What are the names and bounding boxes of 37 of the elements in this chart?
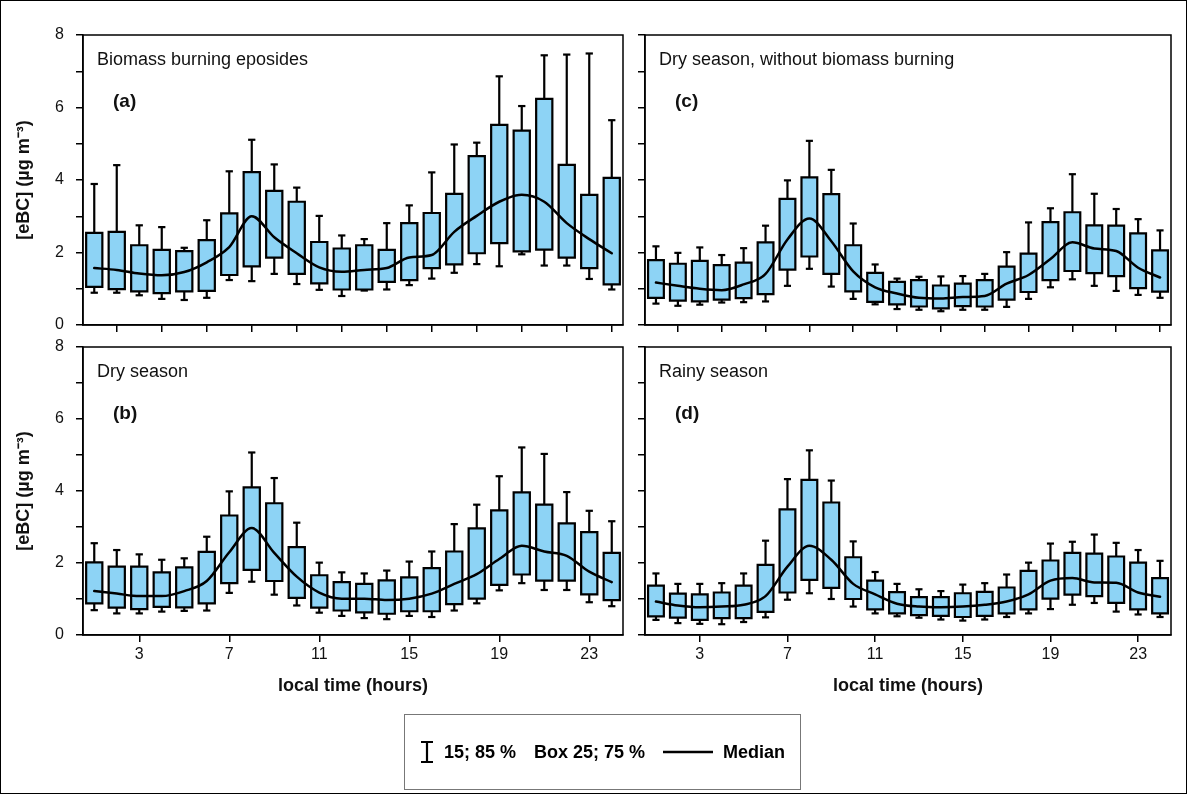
annotation: (d) <box>675 402 700 423</box>
x-tick-label: 23 <box>580 645 599 663</box>
legend-label: Median <box>723 741 786 763</box>
annotation: (b) <box>113 402 138 423</box>
y-tick-label: 8 <box>55 337 65 355</box>
text: Box 25; 75 % <box>533 741 646 763</box>
x-tick-label: 11 <box>310 645 328 663</box>
text: Dry season <box>97 361 189 381</box>
y-tick-label: 2 <box>55 553 65 571</box>
y-tick-label: 0 <box>55 625 65 643</box>
annotation: (c) <box>675 90 699 111</box>
x-tick-label: 7 <box>783 645 793 663</box>
annotation: (a) <box>113 90 137 111</box>
y-tick-label: 8 <box>55 25 65 43</box>
text: Dry season, without biomass burning <box>659 49 955 69</box>
x-tick-label: 19 <box>1041 645 1060 663</box>
x-tick-label: 3 <box>695 645 705 663</box>
text: Rainy season <box>659 361 769 381</box>
y-tick-label: 4 <box>55 481 65 499</box>
y-tick-label: 6 <box>55 409 65 427</box>
x-tick-label: 19 <box>490 645 509 663</box>
x-tick-label: 7 <box>224 645 234 663</box>
text: Biomass burning eposides <box>97 49 309 69</box>
text: 15; 85 % <box>443 741 516 763</box>
x-tick-label: 15 <box>953 645 972 663</box>
x-tick-label: 3 <box>134 645 144 663</box>
y-axis-title: [eBC] (µg m⁻³) <box>12 120 33 240</box>
y-tick-label: 0 <box>55 315 65 333</box>
x-axis-title: local time (hours) <box>277 675 429 696</box>
x-tick-label: 23 <box>1129 645 1148 663</box>
x-tick-label: 11 <box>866 645 884 663</box>
y-tick-label: 6 <box>55 97 65 115</box>
y-axis-title: [eBC] (µg m⁻³) <box>12 431 33 551</box>
y-tick-label: 2 <box>55 242 65 260</box>
x-tick-label: 15 <box>400 645 419 663</box>
y-tick-label: 4 <box>55 170 65 188</box>
x-axis-title: local time (hours) <box>832 675 984 696</box>
